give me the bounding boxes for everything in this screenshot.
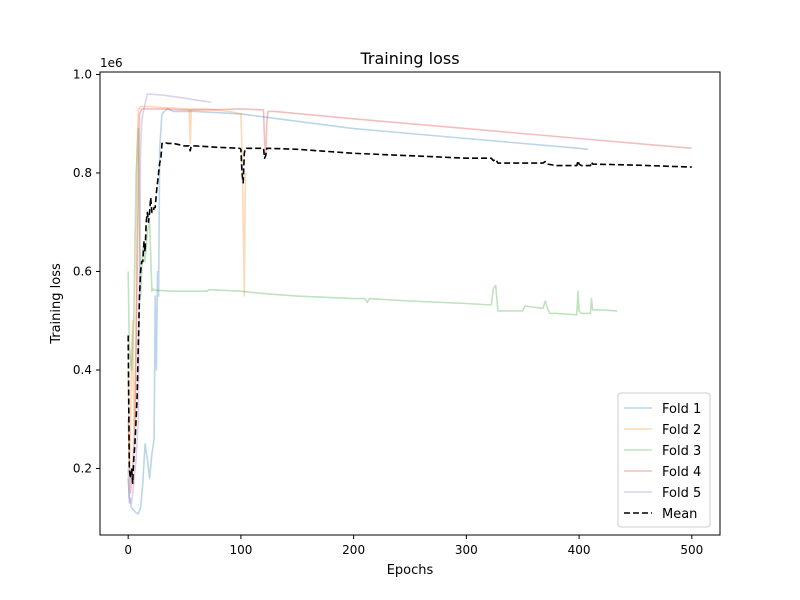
x-axis: 0 100 200 300 400 500 [124, 535, 703, 557]
series-layer [127, 93, 692, 515]
y-axis-offset-label: 1e6 [100, 56, 123, 70]
legend-label: Fold 5 [662, 486, 701, 501]
y-axis: 0.2 0.4 0.6 0.8 1.0 [73, 67, 100, 476]
series-line-mean [127, 141, 692, 485]
legend-label: Fold 2 [662, 423, 701, 438]
x-tick-label: 100 [229, 543, 252, 557]
series-line-fold-3 [127, 127, 618, 371]
chart-title: Training loss [359, 49, 459, 68]
x-axis-label: Epochs [387, 563, 434, 578]
series-line-fold-4 [127, 108, 692, 494]
x-tick-label: 200 [342, 543, 365, 557]
x-tick-label: 400 [568, 543, 591, 557]
series-line-fold-5 [127, 93, 212, 504]
legend-box [617, 392, 711, 528]
plot-frame [99, 71, 721, 536]
series-line-fold-2 [127, 105, 247, 470]
x-tick-label: 300 [455, 543, 478, 557]
y-axis-label: Training loss [49, 263, 64, 345]
x-tick-label: 0 [124, 543, 132, 557]
y-tick-label: 0.8 [73, 166, 92, 180]
y-tick-label: 0.6 [73, 264, 92, 278]
legend: Fold 1 Fold 2 Fold 3 Fold 4 Fold 5 Mean [617, 392, 711, 528]
series-line-fold-1 [127, 108, 589, 515]
x-tick-label: 500 [680, 543, 703, 557]
legend-label: Fold 4 [662, 465, 701, 480]
legend-label: Mean [662, 507, 697, 522]
legend-label: Fold 3 [662, 444, 701, 459]
y-tick-label: 0.4 [73, 363, 92, 377]
legend-label: Fold 1 [662, 402, 701, 417]
y-tick-label: 0.2 [73, 462, 92, 476]
y-tick-label: 1.0 [73, 67, 92, 81]
